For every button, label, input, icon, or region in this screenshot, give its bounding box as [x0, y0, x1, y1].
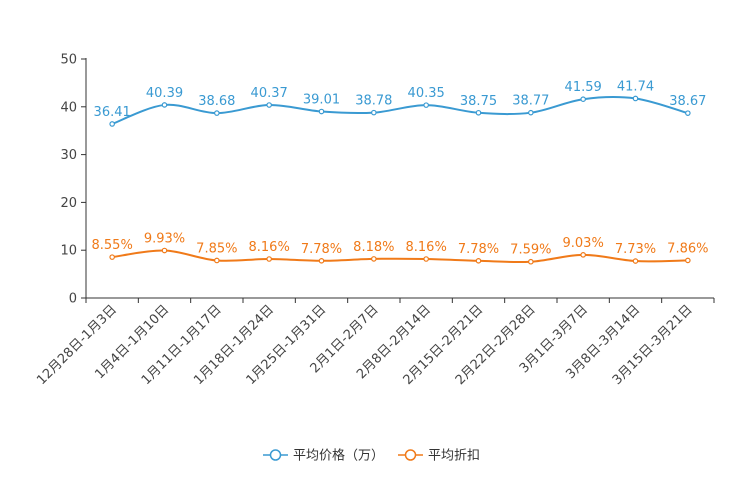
series-line-price [111, 96, 689, 125]
data-label-discount: 7.85% [196, 241, 237, 256]
data-point-price[interactable] [685, 110, 691, 116]
data-label-discount: 9.03% [563, 236, 604, 251]
legend-label: 平均价格（万） [293, 448, 384, 464]
data-label-price: 39.01 [303, 93, 340, 108]
series-line-discount [112, 249, 688, 264]
data-label-discount: 7.86% [667, 241, 708, 256]
data-label-price: 41.59 [565, 80, 602, 95]
data-label-price: 38.68 [198, 94, 235, 109]
data-point-discount[interactable] [685, 257, 691, 264]
data-label-price: 40.37 [251, 86, 288, 101]
data-label-discount: 7.59% [510, 243, 551, 258]
data-label-price: 40.39 [146, 86, 183, 101]
data-point-price[interactable] [423, 102, 429, 108]
data-point-discount[interactable] [632, 258, 639, 264]
series-price: 36.41 40.39 38.68 40.37 39.01 38.78 40.35 38.75… [94, 79, 706, 127]
data-label-price: 38.75 [460, 94, 497, 109]
y-tick-label: 30 [60, 148, 77, 163]
y-tick-label: 50 [60, 53, 77, 68]
data-point-discount[interactable] [528, 258, 534, 265]
legend-marker-icon [269, 449, 282, 461]
data-label-price: 38.77 [512, 94, 549, 109]
data-label-price: 40.35 [408, 86, 445, 101]
data-point-discount[interactable] [580, 252, 586, 258]
data-point-discount[interactable] [109, 254, 115, 260]
data-label-price: 38.67 [669, 94, 706, 109]
data-point-price[interactable] [528, 109, 534, 116]
data-label-discount: 8.55% [92, 238, 133, 253]
legend-marker-icon [404, 449, 417, 461]
data-label-price: 36.41 [94, 105, 131, 120]
legend-item-discount[interactable]: 平均折扣 [398, 449, 480, 464]
data-point-discount[interactable] [161, 247, 168, 254]
data-label-price: 38.78 [355, 94, 392, 109]
data-label-discount: 7.73% [615, 242, 656, 257]
data-point-price[interactable] [371, 109, 377, 116]
y-axis: 0 10 20 30 40 50 [60, 53, 87, 307]
data-point-discount[interactable] [423, 256, 429, 262]
series-layer: 36.41 40.39 38.68 40.37 39.01 38.78 40.35 38.75… [92, 79, 708, 265]
data-point-price[interactable] [161, 102, 168, 108]
y-tick-label: 20 [60, 196, 77, 211]
y-tick-label: 10 [60, 244, 77, 259]
y-tick-label: 0 [69, 292, 77, 307]
data-point-price[interactable] [109, 121, 115, 127]
data-label-discount: 7.78% [301, 242, 342, 257]
data-label-discount: 9.93% [144, 232, 185, 247]
x-axis: 12月28日-1月3日1月4日-1月10日1月11日-1月17日1月18日-1月… [34, 297, 715, 388]
data-label-discount: 8.16% [406, 240, 447, 255]
data-point-discount[interactable] [214, 257, 220, 264]
data-point-price[interactable] [266, 102, 272, 108]
data-point-discount[interactable] [266, 256, 272, 262]
data-point-discount[interactable] [318, 258, 325, 264]
legend[interactable]: 平均价格（万） 平均折扣 [263, 448, 480, 464]
data-label-discount: 8.16% [249, 240, 290, 255]
data-point-price[interactable] [214, 110, 220, 116]
data-label-discount: 8.18% [353, 240, 394, 255]
data-point-discount[interactable] [475, 258, 482, 264]
data-label-price: 41.74 [617, 79, 654, 94]
series-discount: 8.55% 9.93% 7.85% 8.16% 7.78% 8.18% 8.16% 7.78%… [92, 232, 708, 265]
legend-item-price[interactable]: 平均价格（万） [263, 448, 384, 464]
data-point-price[interactable] [318, 108, 325, 115]
data-point-price[interactable] [580, 96, 586, 102]
data-point-discount[interactable] [371, 256, 377, 262]
legend-label: 平均折扣 [428, 449, 480, 464]
data-label-discount: 7.78% [458, 242, 499, 257]
data-point-price[interactable] [632, 95, 639, 102]
y-tick-label: 40 [60, 100, 77, 115]
data-point-price[interactable] [475, 109, 482, 116]
